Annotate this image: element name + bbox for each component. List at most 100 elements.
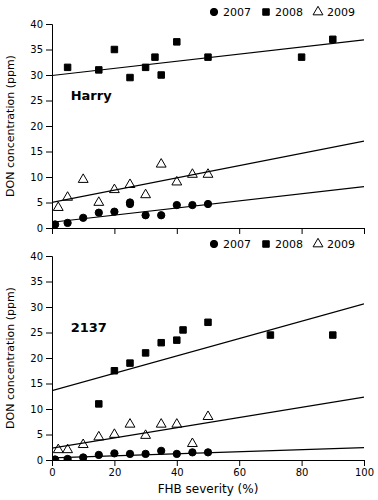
tick: 40	[30, 19, 52, 30]
point	[80, 214, 87, 221]
tick-label: 10	[30, 404, 43, 415]
point	[187, 169, 197, 178]
tick-label: 25	[30, 95, 43, 106]
point	[203, 411, 213, 420]
point	[94, 431, 104, 440]
y-axis: 0510152025303540	[30, 251, 52, 466]
tick-mark	[114, 228, 115, 234]
point	[64, 64, 70, 70]
tick-label: 40	[30, 19, 43, 30]
legend-label: 2009	[327, 6, 355, 19]
point	[156, 419, 166, 428]
tick: 20	[30, 353, 52, 364]
tick: 20	[30, 121, 52, 132]
point	[126, 450, 133, 457]
point	[330, 332, 336, 338]
plot-area	[52, 36, 364, 228]
tick	[177, 228, 178, 234]
line-layer	[52, 304, 364, 458]
tick: 15	[30, 378, 52, 389]
point	[174, 337, 180, 343]
regression-line	[52, 187, 364, 223]
point	[152, 54, 158, 60]
point	[203, 169, 213, 178]
point	[96, 67, 102, 73]
legend-symbol	[210, 240, 217, 247]
regression-line	[52, 40, 364, 76]
point	[204, 200, 211, 207]
point	[64, 455, 71, 460]
point	[189, 449, 196, 456]
point	[330, 36, 336, 42]
legend-label: 2007	[223, 6, 251, 19]
tick: 0	[37, 455, 52, 466]
regression-line	[52, 448, 364, 458]
legend-symbol	[263, 241, 269, 247]
point	[78, 439, 88, 448]
point	[172, 419, 182, 428]
tick: 30	[30, 70, 52, 81]
tick-label: 60	[233, 467, 246, 478]
point	[111, 208, 118, 215]
x-axis: 020406080100	[49, 460, 374, 478]
point	[141, 189, 151, 198]
tick-mark	[302, 228, 303, 234]
point	[141, 430, 151, 439]
tick: 0	[49, 460, 55, 478]
tick: 0	[37, 223, 52, 234]
x-axis-title: FHB severity (%)	[158, 482, 259, 496]
tick	[302, 228, 303, 234]
tick-mark	[177, 228, 178, 234]
point	[187, 438, 197, 447]
point	[52, 221, 59, 228]
legend-label: 2009	[327, 238, 355, 251]
tick-label: 35	[30, 44, 43, 55]
tick-label: 0	[37, 455, 43, 466]
point	[109, 429, 119, 438]
y-axis-title: DON concentration (ppm)	[4, 287, 17, 429]
regression-line	[52, 304, 364, 391]
axis-line	[53, 229, 365, 235]
tick-label: 5	[37, 429, 43, 440]
tick-mark	[46, 333, 52, 334]
legend-symbol	[263, 9, 269, 15]
tick: 10	[30, 172, 52, 183]
tick: 30	[30, 302, 52, 313]
tick-mark	[46, 358, 52, 359]
point	[158, 212, 165, 219]
legend-label: 2008	[275, 238, 303, 251]
tick	[364, 228, 365, 234]
tick: 5	[37, 197, 52, 208]
tick: 80	[296, 460, 309, 478]
chart-svg: 0510152025303540HarryDON concentration (…	[0, 0, 378, 500]
point	[63, 192, 73, 201]
tick-label: 15	[30, 378, 43, 389]
tick-mark	[46, 24, 52, 25]
point	[109, 184, 119, 193]
tick: 25	[30, 95, 52, 106]
tick-label: 40	[171, 467, 184, 478]
tick-mark	[46, 177, 52, 178]
tick: 35	[30, 44, 52, 55]
point	[204, 449, 211, 456]
point	[111, 46, 117, 52]
point	[125, 179, 135, 188]
regression-line	[52, 141, 364, 202]
tick-label: 80	[296, 467, 309, 478]
tick-label: 35	[30, 276, 43, 287]
tick-mark	[302, 460, 303, 466]
tick-mark	[114, 460, 115, 466]
tick-mark	[239, 460, 240, 466]
point	[158, 72, 164, 78]
tick-mark	[46, 75, 52, 76]
tick-label: 30	[30, 70, 43, 81]
tick-label: 5	[37, 197, 43, 208]
point	[53, 202, 63, 211]
tick: 35	[30, 276, 52, 287]
tick: 10	[30, 404, 52, 415]
plot-area	[52, 304, 364, 460]
y-axis: 0510152025303540	[30, 19, 52, 234]
tick-mark	[46, 256, 52, 257]
annotation: 2137	[71, 320, 107, 335]
tick: 40	[30, 251, 52, 262]
